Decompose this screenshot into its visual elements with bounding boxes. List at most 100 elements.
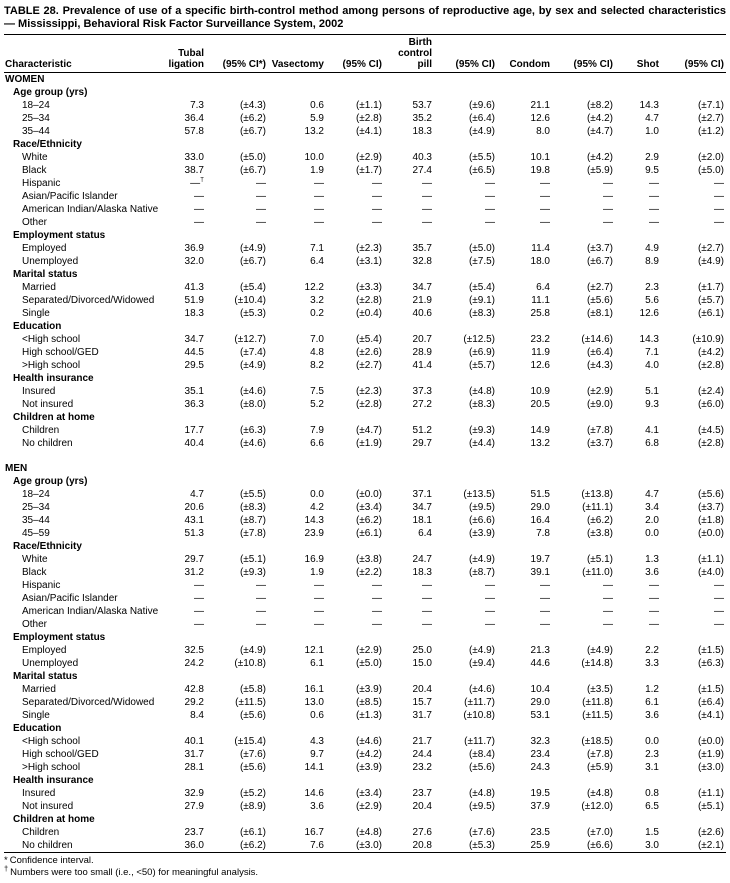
value-cell: — <box>603 217 613 228</box>
value-cell: 29.0 <box>530 502 550 513</box>
value-cell: — <box>714 191 724 202</box>
category-label: Age group (yrs) <box>13 87 88 98</box>
value-cell: 29.0 <box>530 697 550 708</box>
value-cell: (±4.3) <box>239 100 266 111</box>
value-cell: (±4.2) <box>355 749 382 760</box>
value-cell: — <box>256 217 266 228</box>
value-cell: (±2.1) <box>697 840 724 851</box>
value-cell: 20.5 <box>530 399 550 410</box>
value-cell: (±3.9) <box>355 762 382 773</box>
value-cell: 32.8 <box>412 256 432 267</box>
value-cell: (±13.8) <box>581 489 613 500</box>
value-cell: 1.5 <box>645 827 659 838</box>
value-cell: — <box>649 580 659 591</box>
row-label: 25–34 <box>22 113 50 124</box>
value-cell: — <box>714 606 724 617</box>
table-row: >High school 28.1 (±5.6) 14.1 (±3.9) 23.2 (±5.… <box>4 761 726 774</box>
value-cell: (±4.7) <box>355 425 382 436</box>
value-cell: — <box>649 593 659 604</box>
value-cell: 44.6 <box>530 658 550 669</box>
value-cell: 8.4 <box>190 710 204 721</box>
value-cell: (±3.9) <box>468 528 495 539</box>
category-row: Employment status <box>4 631 726 644</box>
value-cell: 3.0 <box>645 840 659 851</box>
section-spacer <box>4 450 726 462</box>
value-cell: — <box>714 593 724 604</box>
row-label: 18–24 <box>22 100 50 111</box>
value-cell: (±6.4) <box>697 697 724 708</box>
value-cell: (±5.7) <box>697 295 724 306</box>
value-cell: 7.9 <box>310 425 324 436</box>
value-cell: 18.0 <box>530 256 550 267</box>
value-cell: 6.5 <box>645 801 659 812</box>
value-cell: 1.9 <box>310 567 324 578</box>
value-cell: 37.9 <box>530 801 550 812</box>
row-label: Unemployed <box>22 658 79 669</box>
value-cell: (±2.8) <box>355 399 382 410</box>
value-cell: (±2.6) <box>697 827 724 838</box>
value-cell: (±5.9) <box>586 165 613 176</box>
value-cell: (±3.1) <box>355 256 382 267</box>
value-cell: (±9.4) <box>468 658 495 669</box>
value-cell: 1.0 <box>645 126 659 137</box>
row-label: Separated/Divorced/Widowed <box>22 295 155 306</box>
value-cell: 11.4 <box>531 243 550 254</box>
table-row: 25–34 36.4 (±6.2) 5.9 (±2.8) 35.2 (±6.4) 12.6 (±… <box>4 112 726 125</box>
value-cell: (±5.0) <box>468 243 495 254</box>
value-cell: 27.4 <box>412 165 432 176</box>
value-cell: — <box>314 204 324 215</box>
value-cell: (±3.8) <box>355 554 382 565</box>
value-cell: (±1.8) <box>697 515 724 526</box>
value-cell: (±5.4) <box>355 334 382 345</box>
value-cell: 2.0 <box>645 515 659 526</box>
table-row: Black 31.2 (±9.3) 1.9 (±2.2) 18.3 (±8.7) 39.1 (±… <box>4 566 726 579</box>
value-cell: (±12.7) <box>234 334 266 345</box>
col-header-vasectomy: Vasectomy <box>268 34 326 73</box>
value-cell: — <box>540 217 550 228</box>
value-cell: — <box>372 191 382 202</box>
value-cell: 4.1 <box>645 425 659 436</box>
category-row: Employment status <box>4 229 726 242</box>
value-cell: (±10.4) <box>234 295 266 306</box>
value-cell: 41.4 <box>412 360 432 371</box>
value-cell: (±5.3) <box>468 840 495 851</box>
value-cell: (±5.4) <box>239 282 266 293</box>
value-cell: (±5.0) <box>239 152 266 163</box>
table-row: Insured 32.9 (±5.2) 14.6 (±3.4) 23.7 (±4.8) 19.… <box>4 787 726 800</box>
value-cell: (±8.2) <box>586 100 613 111</box>
value-cell: (±5.7) <box>468 360 495 371</box>
value-cell: 14.3 <box>304 515 324 526</box>
value-cell: (±2.8) <box>697 438 724 449</box>
value-cell: — <box>256 606 266 617</box>
value-cell: 51.9 <box>184 295 204 306</box>
value-cell: (±1.2) <box>697 126 724 137</box>
value-cell: 23.9 <box>304 528 324 539</box>
value-cell: (±5.8) <box>239 684 266 695</box>
value-cell: — <box>314 217 324 228</box>
value-cell: (±2.7) <box>586 282 613 293</box>
value-cell: — <box>422 619 432 630</box>
value-cell: — <box>372 580 382 591</box>
value-cell: — <box>314 606 324 617</box>
value-cell: — <box>485 619 495 630</box>
value-cell: 14.3 <box>639 334 659 345</box>
value-cell: 14.1 <box>304 762 324 773</box>
value-cell: — <box>714 619 724 630</box>
value-cell: 37.1 <box>412 489 432 500</box>
value-cell: — <box>422 217 432 228</box>
value-cell: (±10.8) <box>234 658 266 669</box>
value-cell: 5.9 <box>310 113 324 124</box>
table-row: High school/GED 31.7 (±7.6) 9.7 (±4.2) 24.4 (±… <box>4 748 726 761</box>
category-row: Health insurance <box>4 372 726 385</box>
value-cell: (±2.8) <box>355 113 382 124</box>
value-cell: (±6.0) <box>697 399 724 410</box>
value-cell: 19.5 <box>530 788 550 799</box>
value-cell: (±11.0) <box>582 567 613 578</box>
value-cell: (±3.7) <box>586 438 613 449</box>
category-row: Race/Ethnicity <box>4 540 726 553</box>
value-cell: 19.8 <box>530 165 550 176</box>
section-label: MEN <box>5 463 28 474</box>
value-cell: 34.7 <box>184 334 204 345</box>
value-cell: 7.1 <box>310 243 324 254</box>
value-cell: 27.6 <box>412 827 432 838</box>
